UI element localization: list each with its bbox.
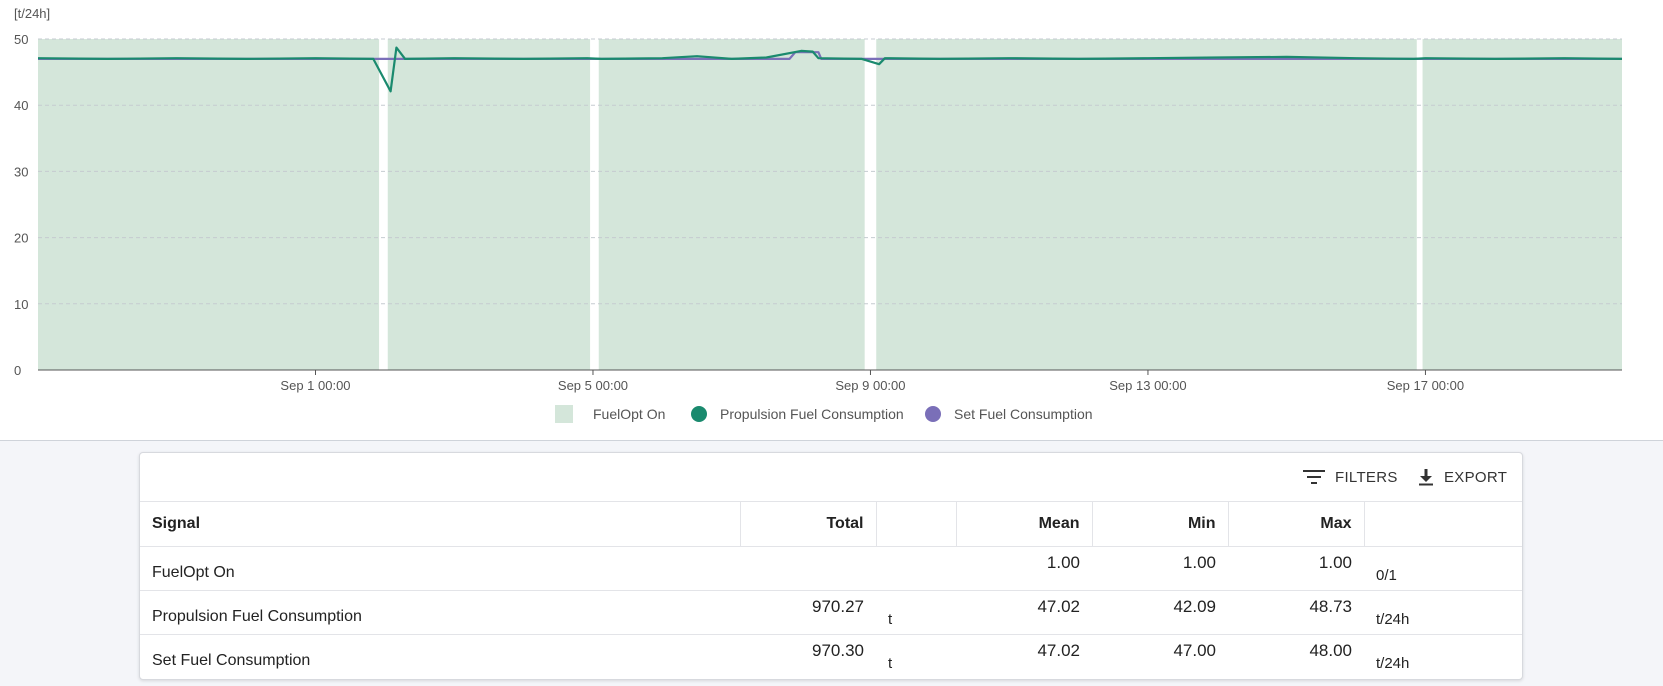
column-header-signal[interactable]: Signal <box>140 502 741 547</box>
cell-total-unit: t <box>888 654 893 672</box>
y-axis-ticks: 0 10 20 30 40 50 <box>14 32 28 378</box>
x-tick-label: Sep 17 00:00 <box>1387 378 1464 393</box>
x-tick-label: Sep 9 00:00 <box>835 378 905 393</box>
cell-max: 48.73 <box>1228 590 1364 635</box>
cell-mean: 1.00 <box>956 546 1092 591</box>
y-tick-label: 30 <box>14 164 28 179</box>
column-header-mean[interactable]: Mean <box>956 502 1093 547</box>
fuelopt-on-band <box>598 39 865 370</box>
cell-min: 47.00 <box>1173 640 1216 660</box>
x-tick-label: Sep 5 00:00 <box>558 378 628 393</box>
fuelopt-on-band <box>38 39 380 370</box>
x-tick-label: Sep 13 00:00 <box>1109 378 1186 393</box>
legend-label: Set Fuel Consumption <box>954 406 1093 422</box>
cell-min: 1.00 <box>1092 546 1228 591</box>
column-header-max[interactable]: Max <box>1228 502 1365 547</box>
cell-mean: 47.02 <box>1037 640 1080 660</box>
cell-max: 1.00 <box>1228 546 1364 591</box>
y-tick-label: 0 <box>14 363 21 378</box>
cell-unit: t/24h <box>1364 590 1522 635</box>
legend-swatch-square <box>555 405 573 423</box>
cell-unit: 0/1 <box>1364 546 1522 591</box>
column-header-total[interactable]: Total <box>740 502 877 547</box>
cell-total-unit <box>876 546 956 591</box>
fuelopt-on-band <box>387 39 591 370</box>
cell-mean: 47.02 <box>956 590 1092 635</box>
cell-signal: Set Fuel Consumption <box>152 652 311 670</box>
y-unit-label: [t/24h] <box>14 6 50 21</box>
download-icon <box>1419 469 1433 486</box>
export-label: EXPORT <box>1444 468 1508 486</box>
statistics-card: FILTERS EXPORT Signal Total <box>139 452 1523 680</box>
table-row[interactable]: Set Fuel Consumption 970.30 t 47.02 47.0… <box>140 634 1522 678</box>
y-tick-label: 10 <box>14 297 28 312</box>
legend-label: FuelOpt On <box>593 406 665 422</box>
cell-signal: FuelOpt On <box>140 546 740 591</box>
fuelopt-on-band <box>876 39 1417 370</box>
export-button[interactable]: EXPORT <box>1418 465 1507 489</box>
x-axis-ticks: Sep 1 00:00 Sep 5 00:00 Sep 9 00:00 Sep 13 … <box>280 370 1464 393</box>
y-tick-label: 20 <box>14 231 28 246</box>
y-tick-label: 40 <box>14 98 28 113</box>
fuelopt-bands <box>38 39 1622 370</box>
table-row[interactable]: Propulsion Fuel Consumption 970.27 t 47.… <box>140 590 1522 635</box>
legend-swatch-circle <box>691 406 707 422</box>
cell-min: 42.09 <box>1092 590 1228 635</box>
table-toolbar: FILTERS EXPORT <box>140 453 1522 502</box>
cell-total <box>740 546 876 591</box>
column-header-total-unit <box>876 502 957 547</box>
cell-total: 970.30 <box>812 640 864 660</box>
column-header-unit <box>1364 502 1522 547</box>
chart-legend: FuelOpt On Propulsion Fuel Consumption Set… <box>555 405 1093 423</box>
column-header-min[interactable]: Min <box>1092 502 1229 547</box>
y-tick-label: 50 <box>14 32 28 47</box>
statistics-panel: FILTERS EXPORT Signal Total <box>0 440 1663 686</box>
legend-swatch-circle <box>925 406 941 422</box>
legend-label: Propulsion Fuel Consumption <box>720 406 904 422</box>
table-header-row: Signal Total Mean Min Max <box>140 502 1522 547</box>
grid-lines <box>38 38 1622 371</box>
cell-total: 970.27 <box>740 590 876 635</box>
x-tick-label: Sep 1 00:00 <box>280 378 350 393</box>
filter-icon <box>1303 470 1325 484</box>
cell-max: 48.00 <box>1309 640 1352 660</box>
fuelopt-on-band <box>1422 39 1622 370</box>
fuel-chart: [t/24h] 0 10 20 30 40 50 Sep 1 00:00 Sep 5 00:… <box>14 6 1623 423</box>
cell-total-unit: t <box>876 590 956 635</box>
cell-signal: Propulsion Fuel Consumption <box>140 590 740 635</box>
series-lines <box>37 46 1623 93</box>
propulsion-fuel-consumption-line <box>37 46 1623 93</box>
filters-button[interactable]: FILTERS <box>1303 465 1398 489</box>
table-row[interactable]: FuelOpt On 1.00 1.00 1.00 0/1 <box>140 546 1522 591</box>
chart-panel: [t/24h] 0 10 20 30 40 50 Sep 1 00:00 Sep 5 00:… <box>14 6 1623 423</box>
filters-label: FILTERS <box>1335 468 1398 486</box>
statistics-table: Signal Total Mean Min Max FuelOpt On 1.0… <box>140 502 1522 678</box>
cell-unit: t/24h <box>1376 654 1410 672</box>
